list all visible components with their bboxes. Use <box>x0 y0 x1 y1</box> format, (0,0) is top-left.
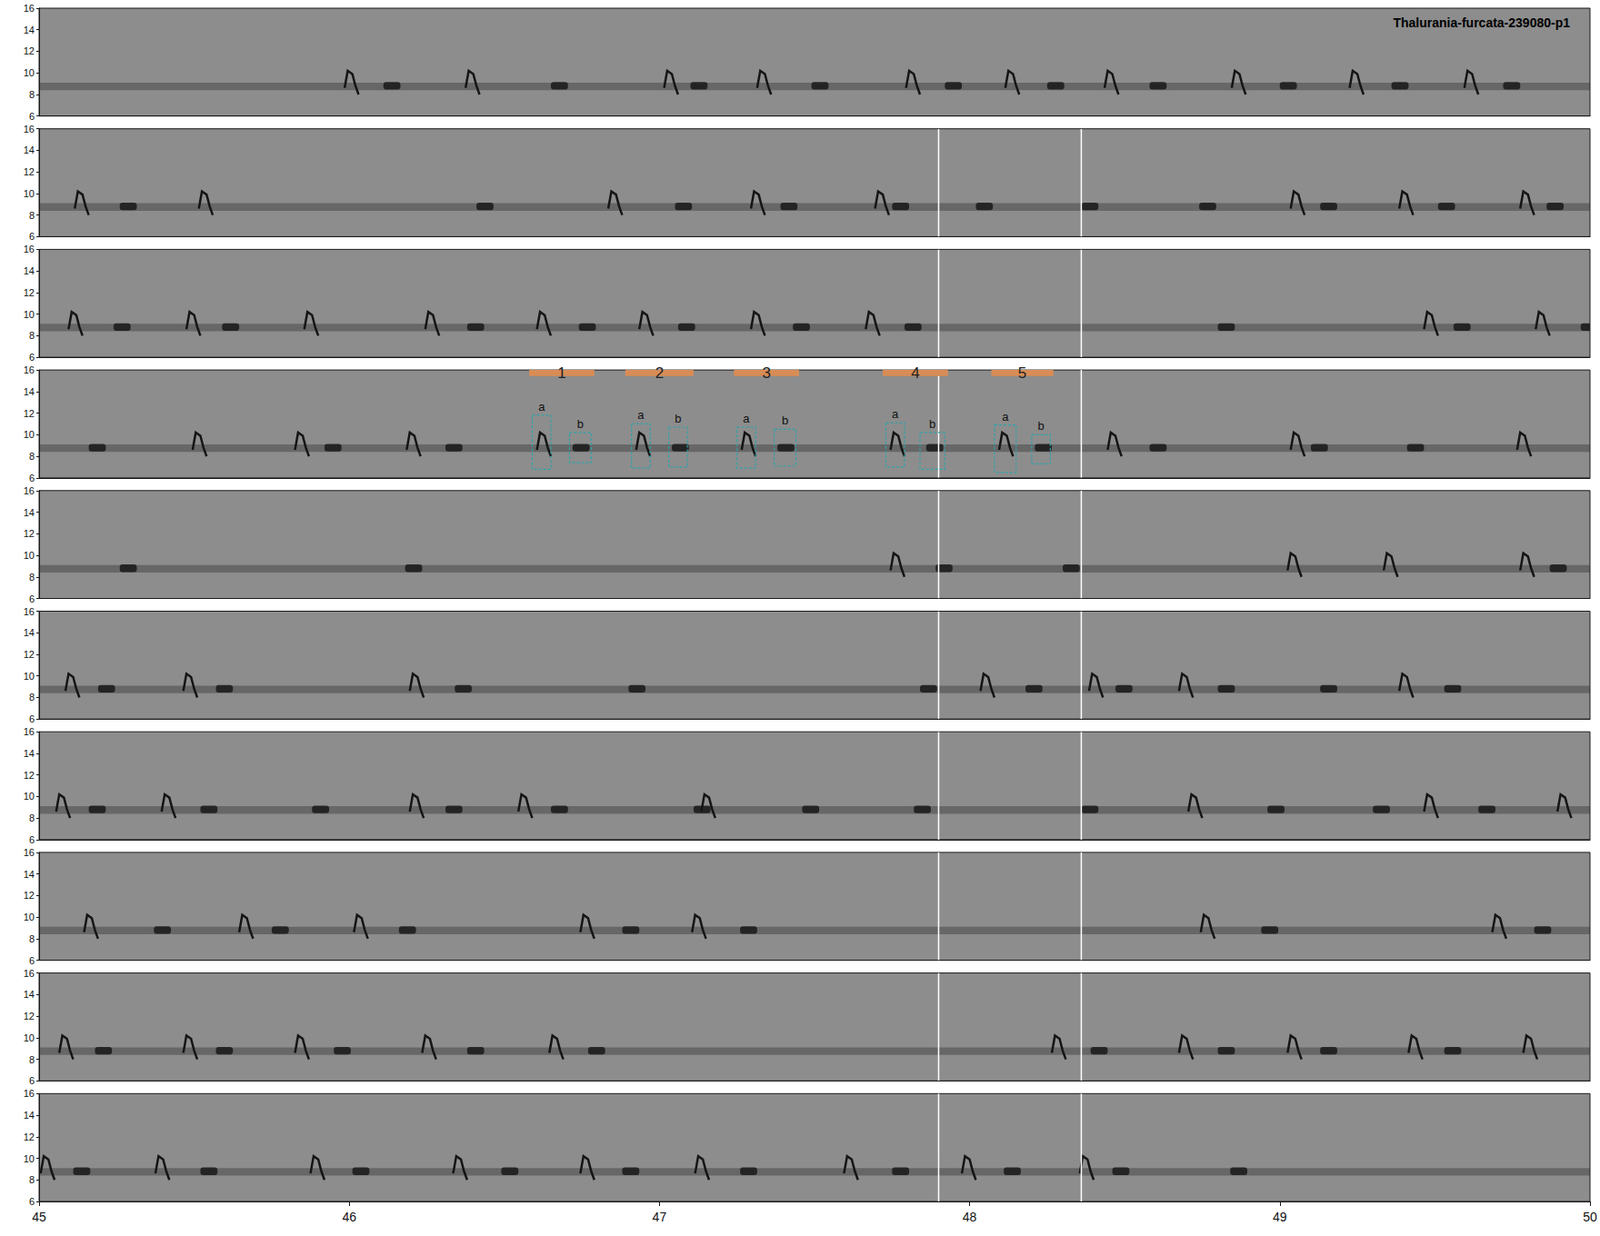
svg-text:16: 16 <box>23 968 35 980</box>
svg-text:6: 6 <box>29 955 35 967</box>
svg-text:16: 16 <box>23 364 35 376</box>
svg-text:10: 10 <box>23 1153 35 1165</box>
svg-text:12: 12 <box>23 890 35 901</box>
svg-text:12: 12 <box>23 408 35 420</box>
svg-text:6: 6 <box>29 230 35 242</box>
svg-text:6: 6 <box>29 351 35 363</box>
svg-text:16: 16 <box>23 606 35 618</box>
svg-text:a: a <box>538 400 546 414</box>
svg-text:5: 5 <box>1018 364 1027 382</box>
svg-text:6: 6 <box>29 1075 35 1087</box>
svg-text:8: 8 <box>29 330 35 341</box>
svg-text:b: b <box>674 411 681 426</box>
svg-text:a: a <box>1001 410 1010 424</box>
svg-text:14: 14 <box>23 265 35 277</box>
svg-text:48: 48 <box>962 1210 978 1225</box>
svg-text:12: 12 <box>23 649 35 660</box>
svg-text:10: 10 <box>23 1032 35 1044</box>
svg-text:16: 16 <box>23 847 35 859</box>
svg-text:10: 10 <box>23 790 35 802</box>
svg-text:6: 6 <box>29 593 35 605</box>
svg-text:14: 14 <box>23 627 35 639</box>
svg-text:12: 12 <box>23 166 35 178</box>
svg-text:12: 12 <box>23 1010 35 1022</box>
svg-text:6: 6 <box>29 834 35 846</box>
svg-text:8: 8 <box>29 450 35 462</box>
svg-text:8: 8 <box>29 812 35 824</box>
svg-text:14: 14 <box>23 748 35 760</box>
svg-text:3: 3 <box>761 364 770 382</box>
svg-text:14: 14 <box>23 144 35 156</box>
svg-text:16: 16 <box>23 243 35 255</box>
svg-text:12: 12 <box>23 770 35 781</box>
svg-text:14: 14 <box>23 1110 35 1121</box>
svg-text:49: 49 <box>1272 1210 1288 1225</box>
svg-text:16: 16 <box>23 2 35 14</box>
svg-text:14: 14 <box>23 24 35 36</box>
svg-text:10: 10 <box>23 67 35 79</box>
svg-text:4: 4 <box>910 364 920 382</box>
svg-text:6: 6 <box>29 1196 35 1208</box>
svg-text:12: 12 <box>23 287 35 299</box>
svg-text:6: 6 <box>29 110 35 122</box>
svg-text:16: 16 <box>23 485 35 497</box>
svg-text:8: 8 <box>29 89 35 100</box>
svg-text:b: b <box>1037 419 1044 433</box>
svg-text:10: 10 <box>23 911 35 923</box>
svg-text:50: 50 <box>1582 1210 1598 1225</box>
svg-text:6: 6 <box>29 472 35 484</box>
svg-text:Thalurania-furcata-239080-p1: Thalurania-furcata-239080-p1 <box>1392 15 1570 30</box>
svg-text:8: 8 <box>29 571 35 583</box>
svg-text:8: 8 <box>29 1054 35 1066</box>
svg-text:10: 10 <box>23 429 35 440</box>
svg-text:1: 1 <box>557 364 566 382</box>
svg-text:14: 14 <box>23 989 35 1000</box>
svg-text:8: 8 <box>29 210 35 221</box>
svg-text:2: 2 <box>655 364 664 382</box>
svg-text:14: 14 <box>23 386 35 398</box>
svg-text:a: a <box>891 407 900 421</box>
svg-text:6: 6 <box>29 713 35 725</box>
svg-text:16: 16 <box>23 726 35 738</box>
svg-text:8: 8 <box>29 691 35 703</box>
svg-text:14: 14 <box>23 507 35 519</box>
svg-text:12: 12 <box>23 45 35 57</box>
svg-text:46: 46 <box>341 1210 357 1225</box>
svg-text:14: 14 <box>23 869 35 880</box>
svg-text:16: 16 <box>23 123 35 135</box>
svg-text:10: 10 <box>23 188 35 200</box>
svg-text:12: 12 <box>23 528 35 540</box>
svg-text:45: 45 <box>31 1210 47 1225</box>
svg-text:10: 10 <box>23 309 35 320</box>
svg-text:b: b <box>929 417 936 431</box>
svg-text:47: 47 <box>652 1210 668 1225</box>
svg-text:8: 8 <box>29 1174 35 1186</box>
svg-text:10: 10 <box>23 670 35 682</box>
svg-text:b: b <box>781 413 789 428</box>
svg-text:a: a <box>742 411 750 426</box>
svg-text:8: 8 <box>29 933 35 945</box>
svg-text:12: 12 <box>23 1131 35 1143</box>
svg-text:16: 16 <box>23 1088 35 1100</box>
svg-text:10: 10 <box>23 550 35 561</box>
svg-text:a: a <box>637 408 645 422</box>
svg-text:b: b <box>577 417 584 431</box>
